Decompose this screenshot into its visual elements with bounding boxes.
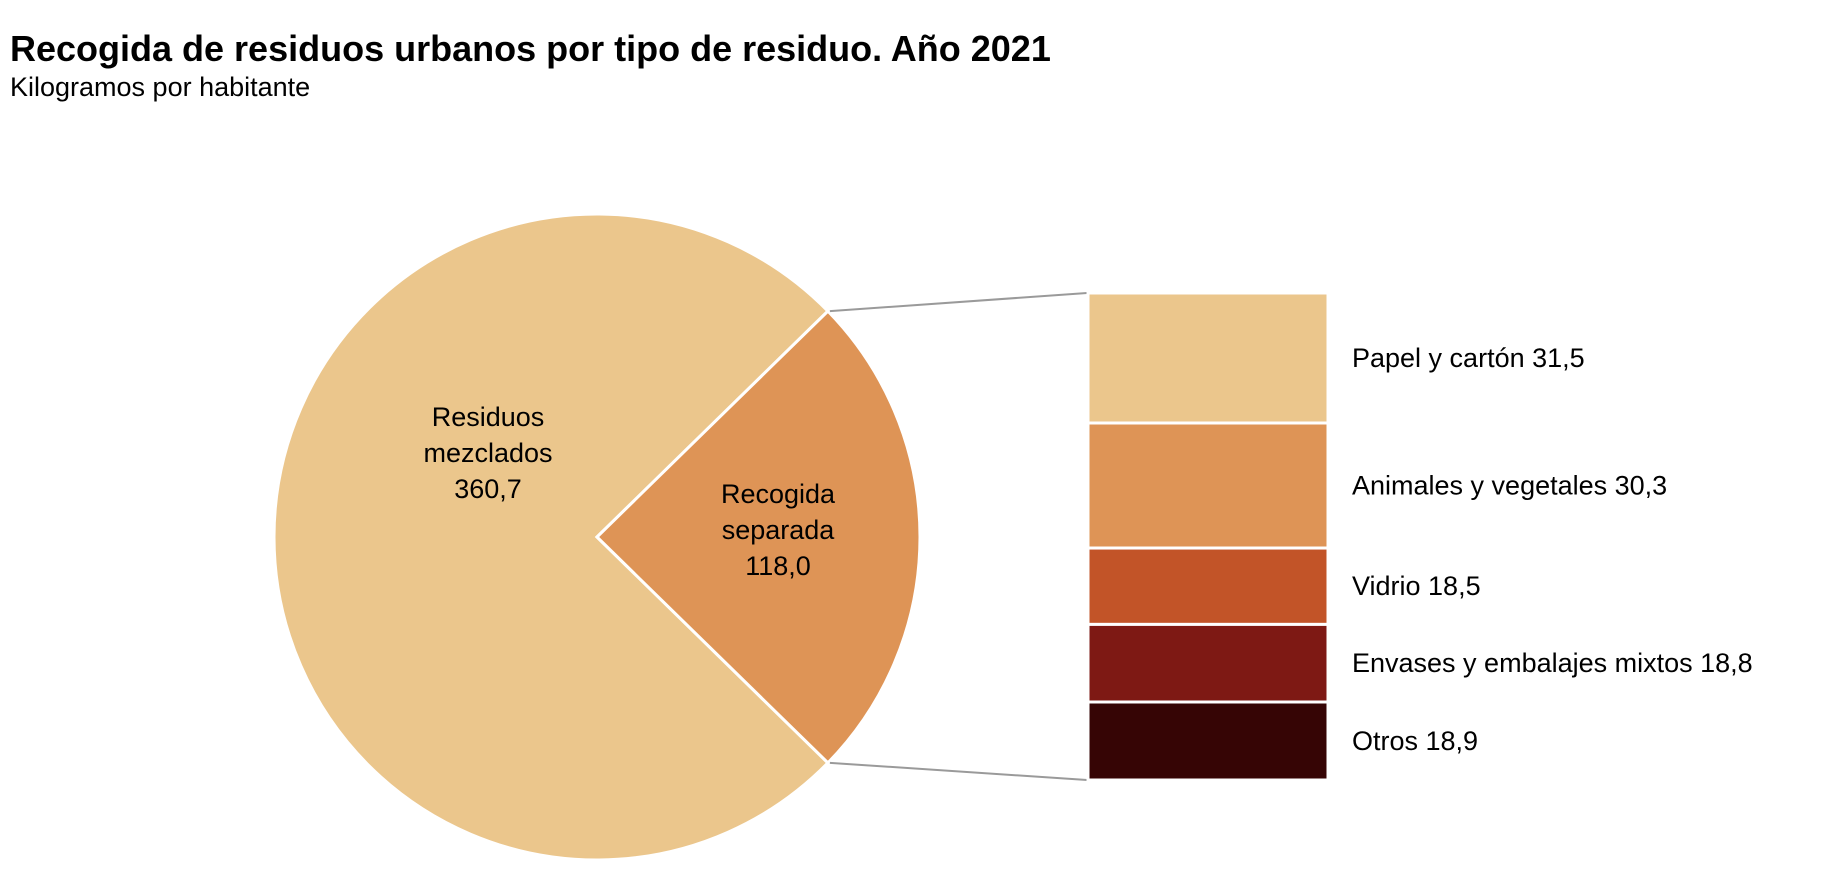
chart-title: Recogida de residuos urbanos por tipo de… [10, 28, 1051, 69]
pie-slice-label: Recogida separada 118,0 [721, 479, 836, 581]
connector-line-top [829, 292, 1088, 313]
pie-slice-label-line: Residuos [432, 402, 545, 432]
pie: Residuos mezclados 360,7 Recogida separada 11… [272, 212, 922, 862]
bar-segment-label: Vidrio 18,5 [1352, 571, 1481, 601]
pie-slice-label: Residuos mezclados 360,7 [423, 402, 552, 504]
bar-segment-label: Animales y vegetales 30,3 [1352, 471, 1667, 501]
connector-line-bottom [829, 761, 1088, 781]
pie-slice-label-line: separada [722, 515, 836, 545]
bar-segment [1086, 700, 1330, 782]
pie-slice-label-line: Recogida [721, 479, 836, 509]
bar-segment-label: Envases y embalajes mixtos 18,8 [1352, 648, 1753, 678]
bar-segment-label: Otros 18,9 [1352, 726, 1478, 756]
bar-segment [1086, 546, 1330, 626]
bar-segment-label: Papel y cartón 31,5 [1352, 343, 1585, 373]
connector-lines [829, 292, 1088, 781]
bar-segment [1086, 622, 1330, 704]
pie-slice-recogida-separada [594, 309, 922, 765]
pie-slice-label-line: 118,0 [745, 551, 811, 581]
stacked-breakdown-bar: Papel y cartón 31,5 Animales y vegetales … [1086, 291, 1753, 782]
pie-slice-residuos-mezclados [272, 212, 831, 862]
pie-slice-label-line: 360,7 [454, 474, 522, 504]
bar-segment [1086, 291, 1330, 425]
pie-slice-label-line: mezclados [423, 438, 552, 468]
bar-segment [1086, 421, 1330, 550]
chart-subtitle: Kilogramos por habitante [10, 72, 311, 102]
